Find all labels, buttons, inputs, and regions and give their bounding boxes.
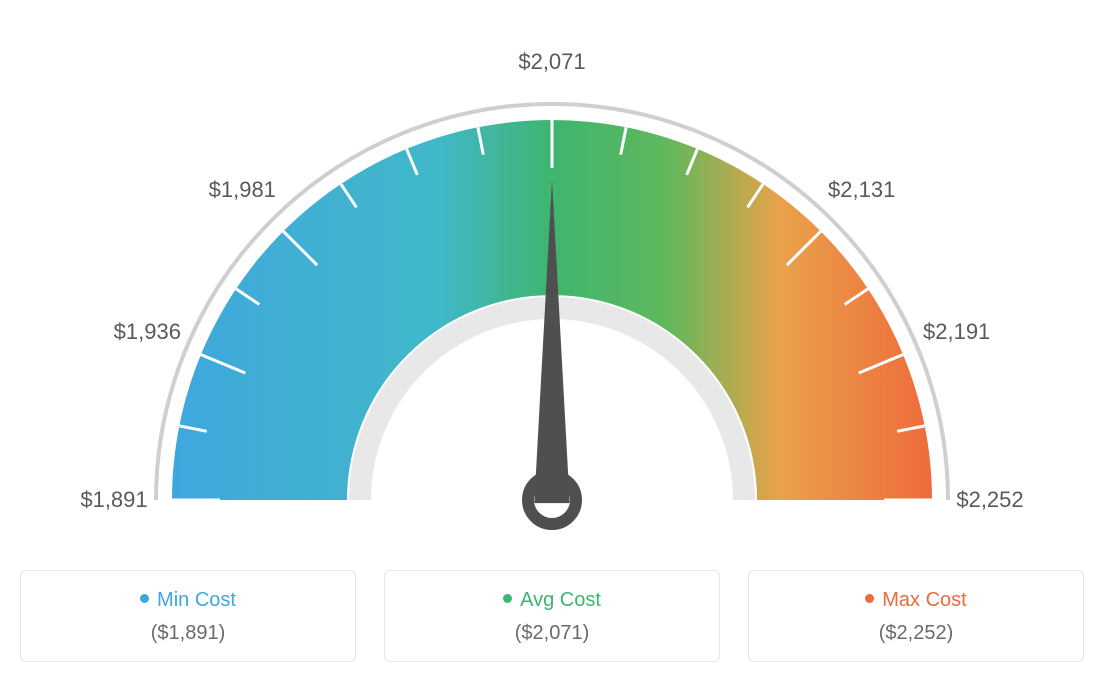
legend-value-min: ($1,891) — [31, 622, 345, 645]
legend-card-max: Max Cost ($2,252) — [748, 570, 1084, 662]
legend-dot-min — [140, 594, 149, 603]
gauge-tick-label: $1,891 — [80, 487, 147, 513]
legend-title-text-max: Max Cost — [882, 589, 966, 611]
gauge-tick-label: $1,936 — [114, 319, 181, 345]
legend-value-avg: ($2,071) — [395, 622, 709, 645]
legend-card-avg: Avg Cost ($2,071) — [384, 570, 720, 662]
gauge-svg — [20, 20, 1084, 560]
legend-title-text-min: Min Cost — [157, 589, 236, 611]
legend-title-avg: Avg Cost — [395, 589, 709, 612]
legend-dot-max — [865, 594, 874, 603]
legend-card-min: Min Cost ($1,891) — [20, 570, 356, 662]
gauge-tick-label: $2,191 — [923, 319, 990, 345]
gauge-tick-label: $2,071 — [518, 49, 585, 75]
gauge-tick-label: $2,131 — [828, 177, 895, 203]
gauge-area: $1,891 $1,936 $1,981 $2,071 $2,131 $2,191 $2,2… — [20, 20, 1084, 560]
legend-title-max: Max Cost — [759, 589, 1073, 612]
legend-dot-avg — [503, 594, 512, 603]
legend-title-min: Min Cost — [31, 589, 345, 612]
legend-value-max: ($2,252) — [759, 622, 1073, 645]
legend-title-text-avg: Avg Cost — [520, 589, 601, 611]
legend-row: Min Cost ($1,891) Avg Cost ($2,071) Max Cost… — [20, 570, 1084, 662]
gauge-tick-label: $1,981 — [209, 177, 276, 203]
gauge-chart-container: $1,891 $1,936 $1,981 $2,071 $2,131 $2,191 $2,2… — [20, 20, 1084, 662]
gauge-tick-label: $2,252 — [956, 487, 1023, 513]
